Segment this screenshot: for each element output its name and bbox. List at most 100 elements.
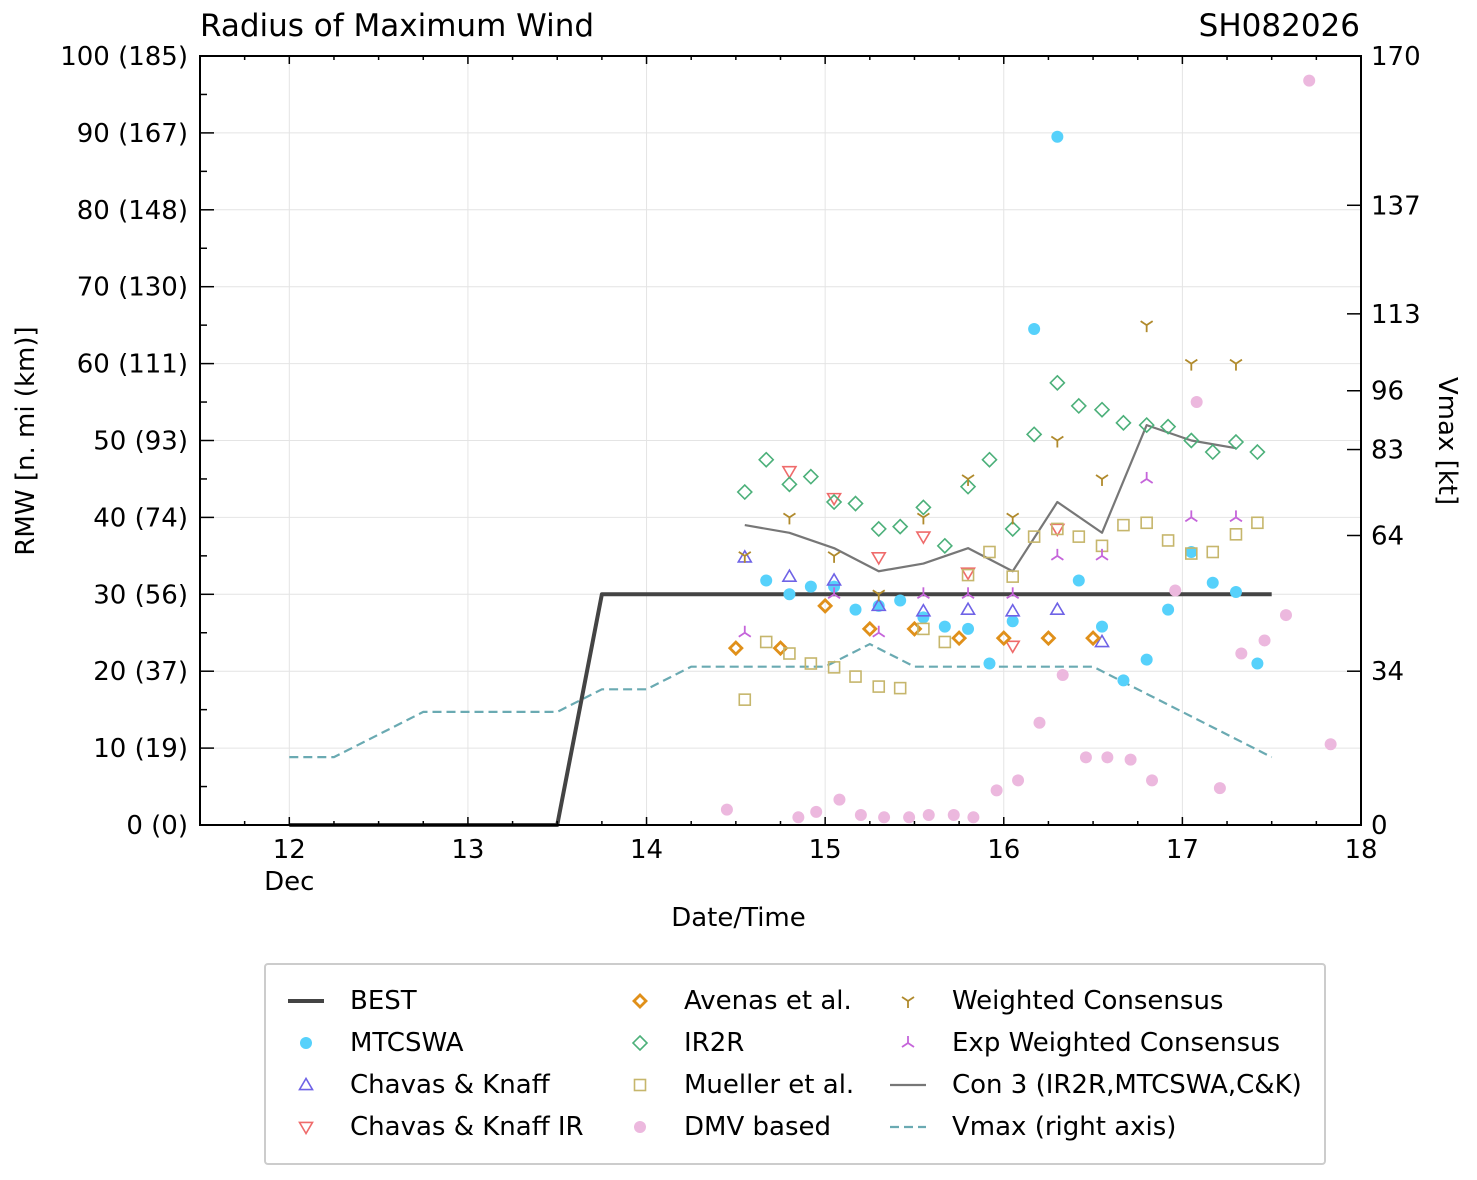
marker-stroke: [872, 589, 880, 596]
x-tick-label: 13: [451, 835, 484, 865]
mueller-et-al-point: [1072, 530, 1086, 543]
mtcswa-point: [1051, 130, 1064, 143]
mueller-et-al-point: [1051, 522, 1064, 536]
mueller-et-al-point: [738, 693, 752, 706]
marker-stroke: [1101, 474, 1109, 480]
legend-item-chavas-knaff: Chavas & Knaff: [284, 1067, 550, 1103]
series-chavas-knaff: [736, 549, 1110, 648]
legend-label: Weighted Consensus: [952, 986, 1224, 1016]
mtcswa-point: [872, 599, 885, 612]
weighted-consensus-point: [782, 512, 796, 525]
marker-stroke: [1184, 358, 1192, 365]
ir2r-point: [847, 495, 864, 512]
legend-item-ir2r: IR2R: [618, 1025, 744, 1061]
x-tick-label: 16: [987, 835, 1020, 865]
ir2r-point: [1115, 414, 1132, 431]
ir2r-point: [825, 493, 843, 511]
dmv-based-point: [1033, 716, 1046, 729]
chart-title: Radius of Maximum Wind: [200, 8, 595, 44]
mueller-et-al-point: [849, 670, 862, 683]
chavas-knaff-point: [1094, 633, 1110, 648]
mueller-et-al-point: [1161, 534, 1175, 547]
ir2r-point: [781, 476, 798, 493]
marker-stroke: [1050, 435, 1058, 442]
legend: BEST MTCSWA Chavas & Knaff Chavas & Knaff I…: [264, 963, 1326, 1165]
marker-stroke: [1140, 320, 1148, 326]
avenas-et-al-point: [817, 597, 834, 614]
legend-item-con-3-ir2r-mtcswa-c-k: Con 3 (IR2R,MTCSWA,C&K): [886, 1067, 1302, 1103]
marker-stroke: [907, 996, 915, 1002]
marker-stroke: [738, 632, 746, 638]
marker-stroke: [901, 1042, 909, 1048]
marker-stroke: [744, 632, 752, 638]
legend-swatch: [632, 993, 648, 1009]
legend-label: IR2R: [684, 1028, 745, 1058]
marker-stroke: [833, 593, 841, 600]
dmv-based-point: [810, 805, 823, 818]
marker-stroke: [1229, 516, 1237, 523]
avenas-et-al-point: [1040, 630, 1057, 647]
weighted-consensus-point: [1184, 358, 1198, 371]
marker-stroke: [782, 512, 790, 519]
series-exp-weighted-consensus: [738, 471, 1243, 638]
vmax-tick-label: 113: [1371, 300, 1421, 330]
weighted-consensus-point: [1006, 512, 1020, 525]
vmax-line: [289, 642, 1273, 759]
legend-label: Con 3 (IR2R,MTCSWA,C&K): [952, 1070, 1302, 1100]
series-chavas-knaff-ir: [781, 465, 1066, 654]
dmv-based-point: [1213, 782, 1226, 795]
y-tick-label: 0 (0): [126, 811, 188, 841]
vmax-tick-label: 96: [1371, 377, 1404, 407]
exp-weighted-consensus-point: [827, 587, 841, 600]
legend-item-dmv-based: DMV based: [618, 1109, 831, 1145]
x-tick-label: 17: [1166, 835, 1199, 865]
weighted-consensus-point: [961, 474, 975, 486]
mtcswa-point: [1206, 576, 1219, 589]
legend-label: BEST: [350, 986, 417, 1016]
dmv-based-point: [990, 784, 1003, 797]
y-tick-label: 10 (19): [93, 734, 188, 764]
ir2r-point: [1070, 397, 1087, 415]
mtcswa-point: [894, 594, 907, 607]
vmax-tick-label: 170: [1371, 42, 1421, 72]
dmv-based-point: [1146, 774, 1159, 787]
mueller-et-al-point: [804, 657, 818, 670]
marker-stroke: [1235, 358, 1243, 365]
marker-stroke: [922, 593, 930, 600]
avenas-et-al-point: [727, 640, 744, 657]
mueller-et-al-point: [1140, 516, 1153, 530]
swatch-marker: [300, 1037, 312, 1049]
series-dmv-based: [720, 74, 1337, 824]
swatch-marker: [901, 1036, 915, 1048]
y-tick-label: 50 (93): [93, 427, 188, 457]
marker-stroke: [1095, 555, 1103, 561]
marker-stroke: [827, 593, 835, 600]
dmv-based-point: [1079, 751, 1092, 764]
legend-item-chavas-knaff-ir: Chavas & Knaff IR: [284, 1109, 584, 1145]
dmv-based-point: [1056, 669, 1069, 682]
dmv-based-point: [1101, 751, 1114, 764]
dmv-based-point: [833, 793, 846, 806]
ir2r-point: [915, 499, 932, 516]
y-tick-label: 30 (56): [93, 580, 188, 610]
marker-stroke: [1050, 555, 1058, 561]
legend-label: Avenas et al.: [684, 986, 852, 1016]
marker-stroke: [1006, 593, 1014, 600]
marker-stroke: [961, 593, 969, 600]
legend-label: Chavas & Knaff: [350, 1070, 550, 1100]
ir2r-point: [1049, 374, 1066, 391]
chavas-knaff-ir-point: [1049, 523, 1066, 538]
vmax-tick-label: 83: [1371, 436, 1404, 466]
dmv-based-point: [720, 803, 733, 816]
dmv-based-point: [947, 809, 960, 822]
legend-item-best: BEST: [284, 983, 417, 1019]
marker-stroke: [916, 512, 924, 519]
mueller-et-al-point: [1117, 518, 1130, 532]
legend-swatch: [634, 1121, 646, 1133]
series-best: [289, 592, 1272, 827]
series-weighted-consensus: [738, 320, 1243, 602]
mtcswa-point: [962, 622, 975, 635]
vmax-tick-label: 137: [1371, 191, 1421, 221]
